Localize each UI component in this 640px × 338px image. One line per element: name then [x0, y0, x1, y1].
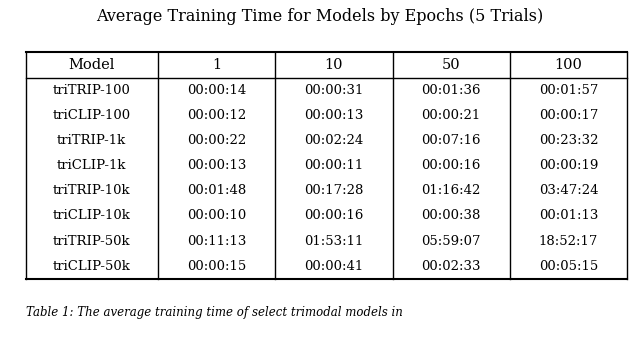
Text: 00:00:31: 00:00:31: [304, 83, 364, 97]
Text: 00:00:22: 00:00:22: [187, 134, 246, 147]
Text: 00:00:17: 00:00:17: [539, 109, 598, 122]
Text: triTRIP-1k: triTRIP-1k: [57, 134, 127, 147]
Text: 00:07:16: 00:07:16: [422, 134, 481, 147]
Text: 00:00:13: 00:00:13: [304, 109, 364, 122]
Text: Model: Model: [68, 58, 115, 72]
Text: 00:23:32: 00:23:32: [539, 134, 598, 147]
Text: 00:00:10: 00:00:10: [187, 210, 246, 222]
Text: 1: 1: [212, 58, 221, 72]
Text: 00:00:13: 00:00:13: [187, 159, 246, 172]
Text: 00:00:11: 00:00:11: [304, 159, 364, 172]
Text: 00:01:13: 00:01:13: [539, 210, 598, 222]
Text: triCLIP-10k: triCLIP-10k: [53, 210, 131, 222]
Text: 00:00:38: 00:00:38: [422, 210, 481, 222]
Text: 00:00:16: 00:00:16: [304, 210, 364, 222]
Text: 03:47:24: 03:47:24: [539, 184, 598, 197]
Text: 00:00:14: 00:00:14: [187, 83, 246, 97]
Text: triTRIP-10k: triTRIP-10k: [53, 184, 131, 197]
Text: Average Training Time for Models by Epochs (5 Trials): Average Training Time for Models by Epoc…: [97, 8, 543, 25]
Text: triCLIP-50k: triCLIP-50k: [53, 260, 131, 273]
Text: 50: 50: [442, 58, 461, 72]
Text: 01:53:11: 01:53:11: [304, 235, 364, 248]
Text: triTRIP-100: triTRIP-100: [53, 83, 131, 97]
Text: 00:00:19: 00:00:19: [539, 159, 598, 172]
Text: triTRIP-50k: triTRIP-50k: [53, 235, 131, 248]
Text: 00:00:41: 00:00:41: [304, 260, 364, 273]
Text: Table 1: The average training time of select trimodal models in: Table 1: The average training time of se…: [26, 306, 403, 319]
Text: 00:05:15: 00:05:15: [539, 260, 598, 273]
Text: 00:00:16: 00:00:16: [422, 159, 481, 172]
Text: 00:17:28: 00:17:28: [304, 184, 364, 197]
Text: 00:01:48: 00:01:48: [187, 184, 246, 197]
Text: 100: 100: [555, 58, 582, 72]
Text: 18:52:17: 18:52:17: [539, 235, 598, 248]
Text: 10: 10: [324, 58, 343, 72]
Text: triCLIP-1k: triCLIP-1k: [57, 159, 127, 172]
Text: triCLIP-100: triCLIP-100: [52, 109, 131, 122]
Text: 00:00:12: 00:00:12: [187, 109, 246, 122]
Text: 00:02:33: 00:02:33: [422, 260, 481, 273]
Text: 00:01:36: 00:01:36: [422, 83, 481, 97]
Text: 00:00:21: 00:00:21: [422, 109, 481, 122]
Text: 01:16:42: 01:16:42: [422, 184, 481, 197]
Text: 00:01:57: 00:01:57: [539, 83, 598, 97]
Text: 00:11:13: 00:11:13: [187, 235, 246, 248]
Text: 00:00:15: 00:00:15: [187, 260, 246, 273]
Text: 00:02:24: 00:02:24: [304, 134, 364, 147]
Text: 05:59:07: 05:59:07: [422, 235, 481, 248]
